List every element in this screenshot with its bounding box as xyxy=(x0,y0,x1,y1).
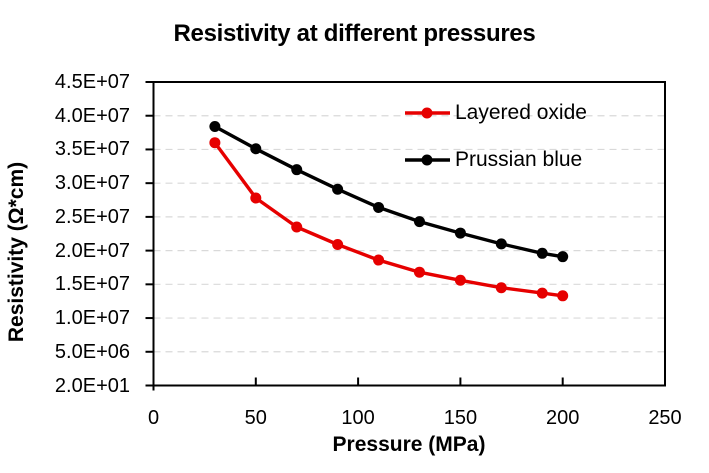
y-tick-label: 3.0E+07 xyxy=(54,172,130,195)
data-point-marker xyxy=(413,216,425,228)
x-tick-label: 0 xyxy=(147,407,160,429)
data-point-marker xyxy=(209,121,221,133)
data-point-marker xyxy=(536,287,548,299)
data-point-marker xyxy=(413,266,425,278)
y-tick-label: 1.0E+07 xyxy=(54,307,130,330)
plot-border xyxy=(152,81,666,387)
data-point-marker xyxy=(291,221,303,233)
y-tick-label: 4.5E+07 xyxy=(54,71,130,93)
data-point-marker xyxy=(250,192,262,204)
data-point-marker xyxy=(209,137,221,149)
data-point-marker xyxy=(454,227,466,239)
data-point-marker xyxy=(291,164,303,176)
data-point-marker xyxy=(332,239,344,251)
x-tick-label: 250 xyxy=(648,407,682,429)
y-tick-label: 4.0E+07 xyxy=(54,104,130,127)
y-tick-label: 3.5E+07 xyxy=(54,138,130,161)
data-point-marker xyxy=(250,143,262,155)
legend-item-layered-oxide: Layered oxide xyxy=(404,100,587,126)
data-point-marker xyxy=(373,201,385,213)
legend-line-marker-icon xyxy=(405,107,450,119)
data-point-marker xyxy=(332,183,344,195)
legend-line-marker-icon xyxy=(405,154,450,166)
x-axis-title: Pressure (MPa) xyxy=(332,433,486,456)
x-tick-label: 50 xyxy=(244,407,267,429)
legend-label: Layered oxide xyxy=(455,101,587,124)
data-point-marker xyxy=(557,251,569,263)
data-point-marker xyxy=(557,290,569,302)
data-point-marker xyxy=(495,282,507,294)
y-tick-label: 1.5E+07 xyxy=(54,273,130,296)
y-axis-title: Resistivity (Ω*cm) xyxy=(5,161,28,343)
legend: Layered oxide Prussian blue xyxy=(404,100,587,194)
data-point-marker xyxy=(373,254,385,266)
legend-item-prussian-blue: Prussian blue xyxy=(404,147,587,173)
data-point-marker xyxy=(454,274,466,286)
x-tick-label: 200 xyxy=(546,407,580,429)
legend-label: Prussian blue xyxy=(455,148,583,171)
chart-title: Resistivity at different pressures xyxy=(173,20,536,47)
data-point-marker xyxy=(536,247,548,259)
y-tick-label: 2.0E+01 xyxy=(54,374,130,397)
x-tick-label: 100 xyxy=(341,407,375,429)
series-line-layered-oxide xyxy=(213,141,563,298)
y-tick-label: 2.0E+07 xyxy=(54,239,130,262)
y-tick-label: 5.0E+06 xyxy=(54,340,130,363)
x-tick-label: 150 xyxy=(443,407,478,429)
data-point-marker xyxy=(495,238,507,250)
series-line-prussian-blue xyxy=(214,125,563,259)
y-tick-label: 2.5E+07 xyxy=(54,205,130,228)
